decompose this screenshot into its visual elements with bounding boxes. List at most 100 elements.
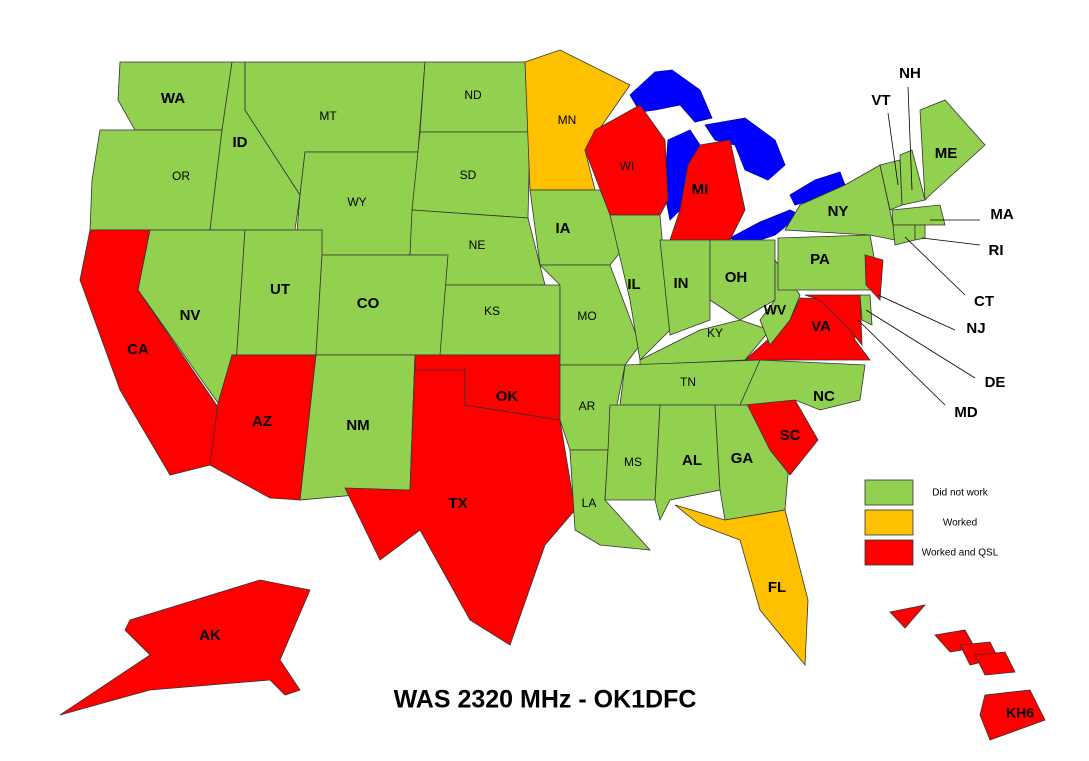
state-label: KS xyxy=(484,304,500,318)
state-shape xyxy=(889,604,927,629)
state-label: GA xyxy=(731,450,754,467)
state-shape xyxy=(604,404,661,501)
state: IN xyxy=(659,239,711,336)
state: OR xyxy=(89,129,223,231)
legend-label: Worked and QSL xyxy=(922,548,999,559)
state: CT xyxy=(892,224,994,310)
state-label: TX xyxy=(448,495,467,512)
state-label: MS xyxy=(624,455,642,469)
state: CO xyxy=(315,254,449,356)
state: ME xyxy=(919,99,986,201)
state: ND xyxy=(419,61,531,133)
leader-line xyxy=(877,294,956,331)
state-shape xyxy=(584,104,669,216)
state: WY xyxy=(294,151,419,256)
legend-swatch xyxy=(864,539,914,566)
state-label: AZ xyxy=(252,413,272,430)
state: KS xyxy=(439,284,561,356)
state-label: ME xyxy=(935,145,958,162)
state-label: KH6 xyxy=(1006,705,1034,721)
state-shape xyxy=(609,214,671,361)
state: MD xyxy=(804,294,978,421)
state: OH xyxy=(709,239,776,321)
state: SD xyxy=(411,131,531,219)
state-label: VA xyxy=(811,318,831,335)
legend-label: Worked xyxy=(943,518,977,529)
states: WA OR ID MT WY ND SD NE KS CA NV UT CO AZ NM TX OK MN IA MO… xyxy=(59,49,1046,741)
leader-line xyxy=(857,319,946,406)
state-shape xyxy=(979,689,1046,741)
legend-swatch xyxy=(864,509,914,536)
state-label: MI xyxy=(692,181,709,198)
state-label: NC xyxy=(813,388,835,405)
state-label: WY xyxy=(347,195,366,209)
state-label: MO xyxy=(577,309,596,323)
state-label: CO xyxy=(357,295,380,312)
state-shape xyxy=(439,284,561,356)
leader-line xyxy=(921,237,981,246)
state: DE xyxy=(859,294,1006,391)
leader-line xyxy=(907,86,913,191)
state-label: AR xyxy=(579,399,596,413)
state-label: WV xyxy=(764,302,787,318)
state-label: IL xyxy=(627,276,640,293)
state-label: OK xyxy=(496,388,519,405)
state-label: MT xyxy=(319,109,337,123)
state: MA xyxy=(891,204,1014,226)
state-label: IA xyxy=(556,220,571,237)
lake-superior xyxy=(629,69,713,123)
state-label: ND xyxy=(464,88,482,102)
state-shape xyxy=(864,254,884,301)
state-label: WA xyxy=(161,90,185,107)
state-shape xyxy=(739,359,866,411)
state-label: DE xyxy=(985,374,1006,391)
legend-swatch xyxy=(864,479,914,506)
great-lakes xyxy=(629,69,846,246)
state: NC xyxy=(739,359,866,411)
state: IA xyxy=(529,189,631,266)
state-label: KY xyxy=(707,326,723,340)
state-label: NE xyxy=(469,238,486,252)
state-label: IN xyxy=(674,275,689,292)
state-label: NY xyxy=(828,203,849,220)
state: FL xyxy=(674,504,809,667)
state: PA xyxy=(777,234,881,291)
state-label: UT xyxy=(270,281,290,298)
state-shape xyxy=(804,294,863,347)
state-shape xyxy=(674,504,809,667)
state-label: NM xyxy=(346,417,369,434)
state: AK xyxy=(59,579,311,716)
state: VT xyxy=(871,92,903,211)
state-shape xyxy=(659,239,711,336)
state-shape xyxy=(315,254,449,356)
state: UT xyxy=(231,229,323,381)
state-label: FL xyxy=(768,579,786,596)
state-shape xyxy=(919,99,986,201)
state-label: VT xyxy=(871,92,890,109)
state-shape xyxy=(914,224,926,241)
state-shape xyxy=(974,651,1016,676)
state-label: SD xyxy=(460,168,477,182)
state: AZ xyxy=(209,354,317,501)
state-label: OR xyxy=(172,169,190,183)
state-label: NV xyxy=(180,307,201,324)
state: NV xyxy=(137,229,246,404)
state-label: ID xyxy=(233,134,248,151)
state-label: RI xyxy=(989,242,1004,259)
state: RI xyxy=(914,224,1004,259)
state-label: LA xyxy=(582,496,597,510)
state: NM xyxy=(299,354,416,501)
state: MS xyxy=(604,404,661,501)
state: KH6 xyxy=(889,604,1046,741)
state-label: AL xyxy=(682,452,702,469)
state: IL xyxy=(609,214,671,361)
state: WA xyxy=(117,61,233,131)
state-label: WI xyxy=(620,159,635,173)
leader-line xyxy=(904,236,966,296)
state-label: AK xyxy=(199,627,221,644)
map-title: WAS 2320 MHz - OK1DFC xyxy=(394,686,697,714)
state-shape xyxy=(89,129,223,231)
state-label: MD xyxy=(954,404,977,421)
state: NJ xyxy=(864,254,986,337)
